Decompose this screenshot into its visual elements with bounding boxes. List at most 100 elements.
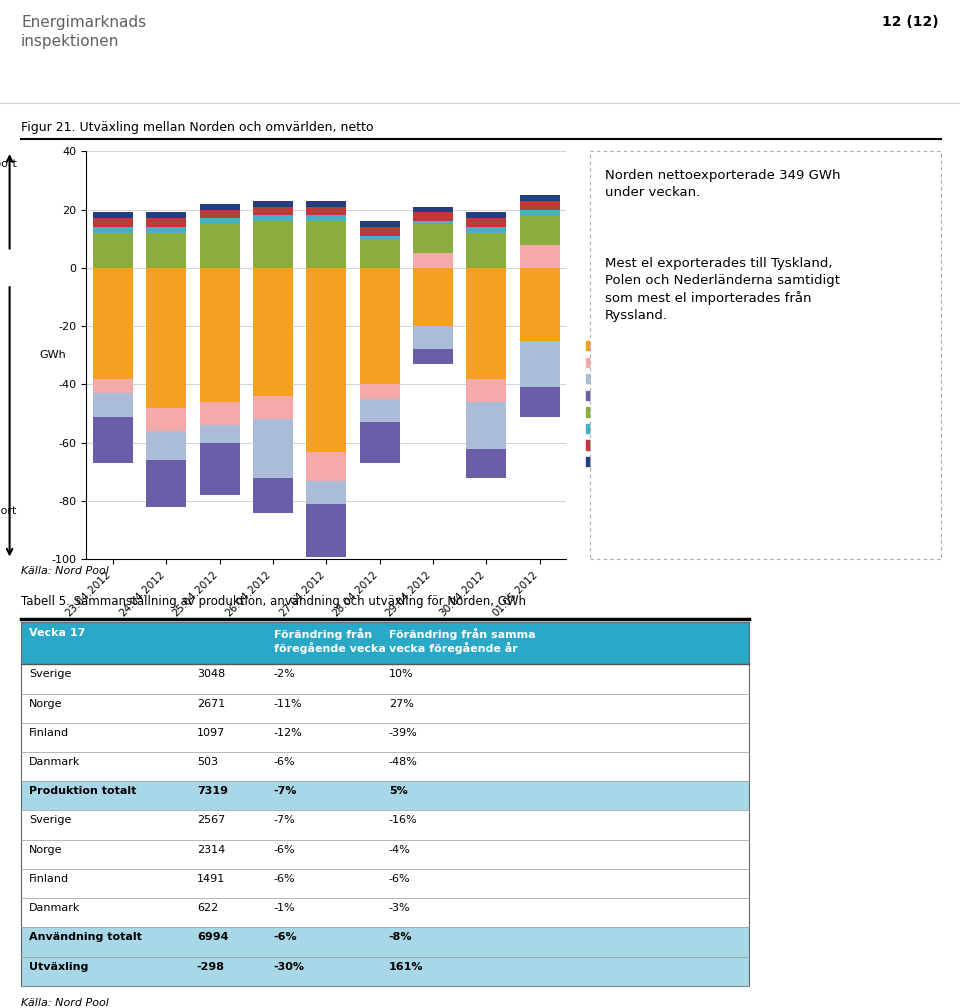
- Text: -6%: -6%: [274, 757, 296, 767]
- Text: 1097: 1097: [197, 728, 225, 738]
- Bar: [519, 387, 560, 416]
- Text: 622: 622: [197, 903, 218, 913]
- Bar: [413, 213, 453, 221]
- Text: Tabell 5. Sammanställning av produktion, användning och utväxling för Norden, GW: Tabell 5. Sammanställning av produktion,…: [21, 595, 526, 608]
- Text: Norge: Norge: [29, 845, 62, 855]
- Legend: NO - NL, SE - PL, SE - TY, DK2 - TY, DK1 - TY, FI - EST, FI - RY, NO - RY: NO - NL, SE - PL, SE - TY, DK2 - TY, DK1…: [582, 337, 660, 472]
- Bar: [253, 396, 293, 419]
- Bar: [306, 452, 347, 481]
- Bar: [360, 384, 399, 399]
- Bar: [146, 213, 186, 219]
- Text: -7%: -7%: [274, 815, 296, 826]
- Bar: [253, 201, 293, 207]
- Text: 2314: 2314: [197, 845, 225, 855]
- Bar: [467, 219, 507, 227]
- Bar: [467, 379, 507, 402]
- Bar: [93, 227, 133, 233]
- Bar: [93, 219, 133, 227]
- Text: -6%: -6%: [274, 932, 298, 942]
- Bar: [413, 253, 453, 268]
- Text: Utväxling: Utväxling: [29, 962, 88, 972]
- Bar: [467, 213, 507, 219]
- Bar: [200, 402, 240, 425]
- Bar: [93, 379, 133, 393]
- Bar: [146, 408, 186, 431]
- Bar: [519, 201, 560, 210]
- Bar: [306, 201, 347, 207]
- Text: Vecka 17: Vecka 17: [29, 628, 85, 638]
- Bar: [93, 393, 133, 416]
- Bar: [253, 478, 293, 513]
- Bar: [200, 219, 240, 224]
- Bar: [360, 221, 399, 227]
- Bar: [467, 227, 507, 233]
- Bar: [146, 227, 186, 233]
- Text: Källa: Nord Pool: Källa: Nord Pool: [21, 566, 109, 577]
- Text: -12%: -12%: [274, 728, 302, 738]
- Bar: [306, 221, 347, 268]
- Text: -39%: -39%: [389, 728, 418, 738]
- Text: -2%: -2%: [274, 669, 296, 679]
- Text: 27%: 27%: [389, 699, 414, 709]
- Bar: [413, 350, 453, 364]
- Bar: [253, 216, 293, 221]
- Bar: [519, 216, 560, 245]
- Text: 1491: 1491: [197, 874, 225, 884]
- Text: -3%: -3%: [389, 903, 411, 913]
- Bar: [360, 268, 399, 384]
- Bar: [146, 219, 186, 227]
- Bar: [200, 224, 240, 268]
- Bar: [93, 213, 133, 219]
- Bar: [360, 239, 399, 268]
- Text: -6%: -6%: [389, 874, 411, 884]
- Text: -1%: -1%: [274, 903, 296, 913]
- Text: Norge: Norge: [29, 699, 62, 709]
- Bar: [200, 425, 240, 443]
- Text: 2671: 2671: [197, 699, 225, 709]
- Text: 10%: 10%: [389, 669, 414, 679]
- Bar: [467, 268, 507, 379]
- Text: Mest el exporterades till Tyskland,
Polen och Nederländerna samtidigt
som mest e: Mest el exporterades till Tyskland, Pole…: [605, 257, 840, 323]
- Bar: [306, 481, 347, 504]
- Bar: [93, 233, 133, 268]
- Bar: [93, 268, 133, 379]
- Bar: [413, 221, 453, 224]
- Bar: [146, 233, 186, 268]
- Bar: [413, 207, 453, 213]
- Bar: [413, 268, 453, 327]
- Text: -4%: -4%: [389, 845, 411, 855]
- Bar: [519, 195, 560, 201]
- Text: Import: Import: [0, 159, 17, 169]
- Text: Energimarknads
inspektionen: Energimarknads inspektionen: [21, 15, 146, 48]
- Text: Användning totalt: Användning totalt: [29, 932, 142, 942]
- Text: 12 (12): 12 (12): [882, 15, 939, 29]
- Bar: [146, 431, 186, 461]
- Text: Källa: Nord Pool: Källa: Nord Pool: [21, 998, 109, 1008]
- Bar: [200, 204, 240, 210]
- Bar: [360, 236, 399, 239]
- Text: 5%: 5%: [389, 786, 408, 796]
- Bar: [146, 268, 186, 408]
- Text: Finland: Finland: [29, 874, 69, 884]
- Text: 3048: 3048: [197, 669, 225, 679]
- Text: Sverige: Sverige: [29, 815, 71, 826]
- Bar: [253, 268, 293, 396]
- Text: Sverige: Sverige: [29, 669, 71, 679]
- Text: Danmark: Danmark: [29, 757, 81, 767]
- Bar: [467, 233, 507, 268]
- Text: Norden nettoexporterade 349 GWh
under veckan.: Norden nettoexporterade 349 GWh under ve…: [605, 169, 840, 200]
- Bar: [306, 216, 347, 221]
- Bar: [519, 268, 560, 341]
- Text: Danmark: Danmark: [29, 903, 81, 913]
- Text: Figur 21. Utväxling mellan Norden och omvärlden, netto: Figur 21. Utväxling mellan Norden och om…: [21, 121, 373, 134]
- Bar: [413, 327, 453, 350]
- Text: -48%: -48%: [389, 757, 418, 767]
- Text: 2567: 2567: [197, 815, 225, 826]
- Bar: [306, 207, 347, 216]
- Bar: [253, 419, 293, 478]
- Bar: [413, 224, 453, 253]
- Text: Export: Export: [0, 506, 17, 516]
- Bar: [306, 268, 347, 452]
- Bar: [467, 402, 507, 449]
- Text: 7319: 7319: [197, 786, 228, 796]
